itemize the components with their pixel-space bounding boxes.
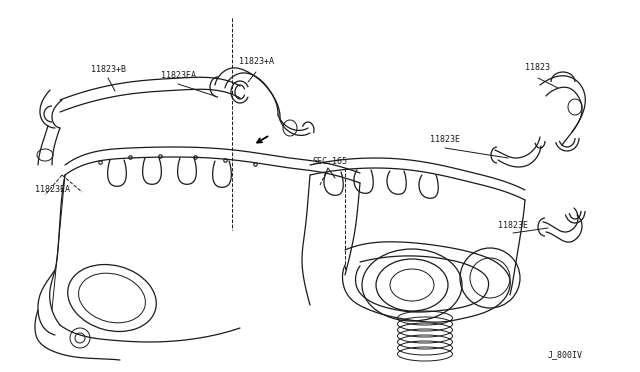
Text: 11823+A: 11823+A bbox=[239, 58, 273, 67]
Text: J_800IV: J_800IV bbox=[547, 350, 582, 359]
Text: 11823E: 11823E bbox=[498, 221, 528, 230]
Text: 11823EA: 11823EA bbox=[161, 71, 195, 80]
Text: SEC.165: SEC.165 bbox=[312, 157, 348, 167]
Text: 11823E: 11823E bbox=[430, 135, 460, 144]
Text: 11823+B: 11823+B bbox=[90, 65, 125, 74]
Text: 11823: 11823 bbox=[525, 64, 550, 73]
Text: 11823EA: 11823EA bbox=[35, 186, 70, 195]
